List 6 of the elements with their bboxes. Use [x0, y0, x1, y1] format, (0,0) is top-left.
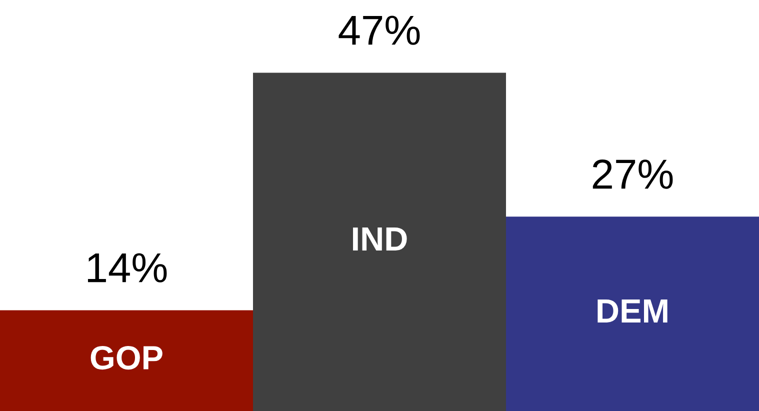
data-label: 14%: [88, 253, 167, 282]
x-tick-label: GOP: [90, 346, 162, 370]
data-label: 27%: [592, 159, 673, 189]
x-tick-label: IND: [353, 228, 407, 250]
x-tick-label: DEM: [598, 300, 668, 322]
data-label: 47%: [338, 16, 420, 45]
